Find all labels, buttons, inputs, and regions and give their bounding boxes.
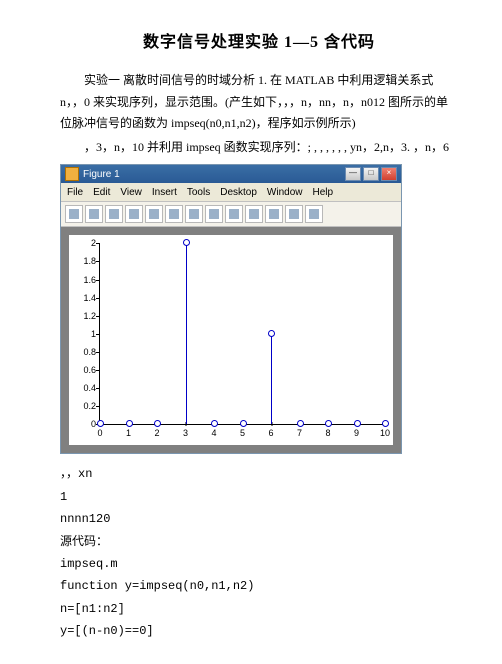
- x-tick: 0: [97, 428, 102, 438]
- menu-help[interactable]: Help: [313, 187, 334, 198]
- stem-marker: [211, 420, 218, 427]
- window-buttons: — □ ×: [345, 167, 397, 181]
- window-titlebar: Figure 1 — □ ×: [61, 165, 401, 183]
- minimize-button[interactable]: —: [345, 167, 361, 181]
- stem-marker: [240, 420, 247, 427]
- stem-marker: [126, 420, 133, 427]
- y-tick: 0: [72, 419, 96, 429]
- stem: [271, 334, 272, 425]
- stem-marker: [97, 420, 104, 427]
- y-tick: 1: [72, 329, 96, 339]
- paragraph-1: 实验一 离散时间信号的时域分析 1. 在 MATLAB 中利用逻辑关系式 n，，…: [60, 70, 458, 135]
- x-tick: 2: [154, 428, 159, 438]
- stem-marker: [382, 420, 389, 427]
- window-title: Figure 1: [83, 169, 120, 180]
- menu-file[interactable]: File: [67, 187, 83, 198]
- stem-marker: [297, 420, 304, 427]
- menu-tools[interactable]: Tools: [187, 187, 210, 198]
- x-tick: 4: [211, 428, 216, 438]
- plot: 0 0.2 0.4 0.6 0.8 1 1.2 1.4 1.6 1.8 2 0 1 2 3 4 5 6 7 8 9 10: [69, 235, 393, 445]
- code-line: function y=impseq(n0,n1,n2): [60, 576, 458, 596]
- toolbar-button[interactable]: [205, 205, 223, 223]
- y-tick: 1.2: [72, 311, 96, 321]
- toolbar-button[interactable]: [65, 205, 83, 223]
- x-tick: 7: [297, 428, 302, 438]
- figure-container: Figure 1 — □ × File Edit View Insert Too…: [60, 164, 458, 454]
- menubar: File Edit View Insert Tools Desktop Wind…: [61, 183, 401, 202]
- toolbar-button[interactable]: [225, 205, 243, 223]
- y-tick: 1.8: [72, 256, 96, 266]
- x-tick: 1: [126, 428, 131, 438]
- code-line: nnnn120: [60, 509, 458, 529]
- plot-background: 0 0.2 0.4 0.6 0.8 1 1.2 1.4 1.6 1.8 2 0 1 2 3 4 5 6 7 8 9 10: [61, 227, 401, 453]
- code-line: ，，xn: [60, 464, 458, 484]
- close-button[interactable]: ×: [381, 167, 397, 181]
- menu-edit[interactable]: Edit: [93, 187, 110, 198]
- toolbar-button[interactable]: [285, 205, 303, 223]
- stem-marker: [325, 420, 332, 427]
- menu-view[interactable]: View: [120, 187, 142, 198]
- y-tick: 1.4: [72, 293, 96, 303]
- code-line: y=[(n-n0)==0]: [60, 621, 458, 641]
- code-line: n=[n1:n2]: [60, 599, 458, 619]
- toolbar-button[interactable]: [105, 205, 123, 223]
- code-line: 1: [60, 487, 458, 507]
- stem: [186, 243, 187, 424]
- toolbar-button[interactable]: [145, 205, 163, 223]
- menu-desktop[interactable]: Desktop: [220, 187, 257, 198]
- toolbar-button[interactable]: [185, 205, 203, 223]
- y-tick: 0.6: [72, 365, 96, 375]
- code-line: impseq.m: [60, 554, 458, 574]
- menu-insert[interactable]: Insert: [152, 187, 177, 198]
- x-tick: 6: [268, 428, 273, 438]
- y-tick: 1.6: [72, 275, 96, 285]
- toolbar-button[interactable]: [305, 205, 323, 223]
- y-tick: 2: [72, 238, 96, 248]
- toolbar-button[interactable]: [265, 205, 283, 223]
- y-tick: 0.8: [72, 347, 96, 357]
- x-tick: 10: [380, 428, 390, 438]
- menu-window[interactable]: Window: [267, 187, 303, 198]
- toolbar-button[interactable]: [245, 205, 263, 223]
- paragraph-2: ，3，n，10 并利用 impseq 函数实现序列：; , , , , , , …: [60, 137, 458, 159]
- toolbar: [61, 202, 401, 227]
- x-tick: 9: [354, 428, 359, 438]
- y-tick: 0.2: [72, 401, 96, 411]
- x-tick: 5: [240, 428, 245, 438]
- stem-marker: [354, 420, 361, 427]
- matlab-figure-window: Figure 1 — □ × File Edit View Insert Too…: [60, 164, 402, 454]
- maximize-button[interactable]: □: [363, 167, 379, 181]
- toolbar-button[interactable]: [85, 205, 103, 223]
- x-tick: 8: [325, 428, 330, 438]
- code-block: ，，xn 1nnnn120 源代码：impseq.mfunction y=impse…: [60, 464, 458, 641]
- stem-marker: [154, 420, 161, 427]
- x-tick: 3: [183, 428, 188, 438]
- axes: 00.20.40.60.811.21.41.61.82012345678910: [99, 243, 385, 425]
- doc-title: 数字信号处理实验 1—5 含代码: [60, 28, 458, 52]
- window-icon: [65, 167, 79, 181]
- code-line: 源代码：: [60, 532, 458, 552]
- toolbar-button[interactable]: [165, 205, 183, 223]
- toolbar-button[interactable]: [125, 205, 143, 223]
- y-tick: 0.4: [72, 383, 96, 393]
